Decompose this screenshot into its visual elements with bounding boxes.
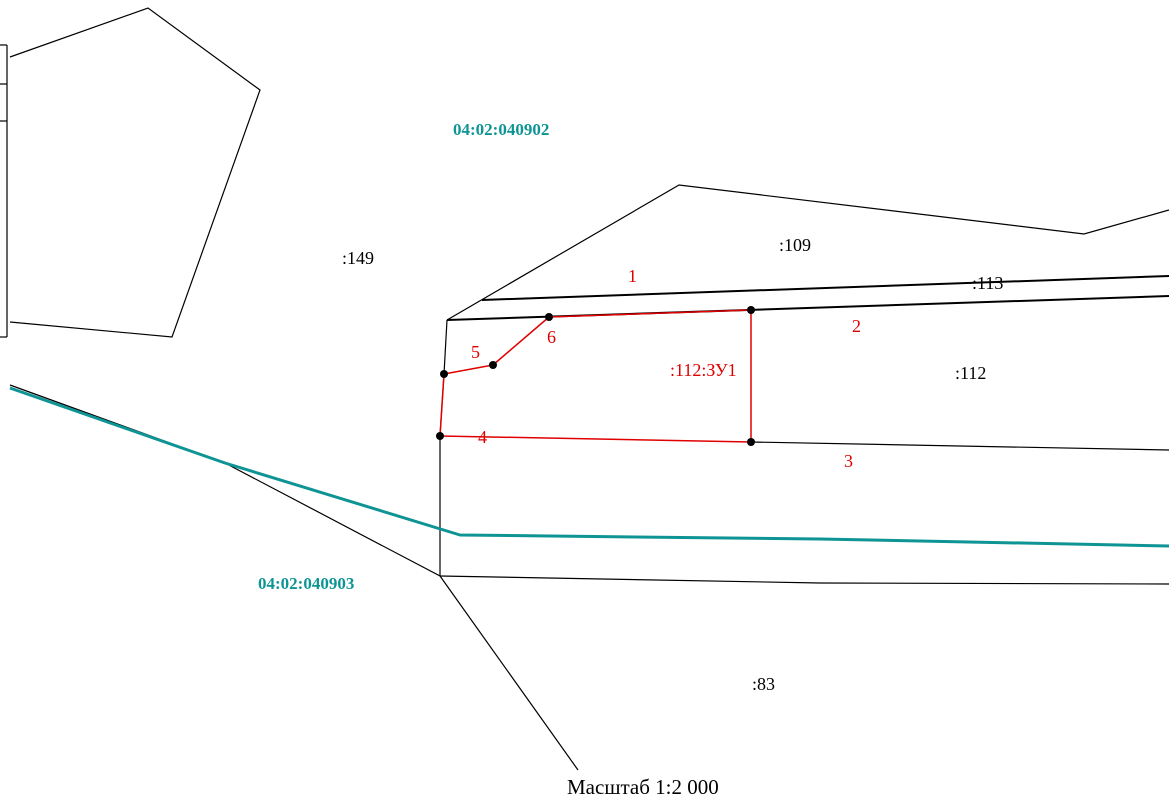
parcel-label-109: :109 bbox=[779, 235, 811, 255]
vertex-point bbox=[489, 361, 497, 369]
parcel-label-112: :112 bbox=[955, 363, 986, 383]
new-plot-label: :112:ЗУ1 bbox=[670, 360, 737, 380]
plot-vertices bbox=[436, 306, 755, 446]
parcel-112-boundary bbox=[9, 319, 1169, 771]
parcel-109-boundary bbox=[446, 184, 1169, 321]
parcel-label-113: :113 bbox=[972, 273, 1003, 293]
vertex-point bbox=[747, 306, 755, 314]
quarter-boundary-line bbox=[9, 386, 1169, 548]
segment-number-4: 4 bbox=[478, 427, 487, 447]
vertex-point bbox=[440, 370, 448, 378]
vertex-point bbox=[436, 432, 444, 440]
parcel-149-boundary bbox=[0, 7, 261, 338]
vertex-point bbox=[545, 313, 553, 321]
map-scale: Масштаб 1:2 000 bbox=[567, 775, 719, 799]
quarter-label-south: 04:02:040903 bbox=[258, 574, 354, 593]
quarter-label-north: 04:02:040902 bbox=[453, 120, 549, 139]
segment-number-2: 2 bbox=[852, 316, 861, 336]
segment-numbers: 1 2 3 4 5 6 bbox=[471, 266, 861, 471]
vertex-point bbox=[747, 438, 755, 446]
parcel-label-83: :83 bbox=[752, 674, 775, 694]
segment-number-1: 1 bbox=[628, 266, 637, 286]
segment-number-5: 5 bbox=[471, 342, 480, 362]
segment-number-6: 6 bbox=[547, 327, 556, 347]
segment-number-3: 3 bbox=[844, 451, 853, 471]
parcel-113-boundary bbox=[446, 275, 1169, 321]
parcel-label-149: :149 bbox=[342, 248, 374, 268]
